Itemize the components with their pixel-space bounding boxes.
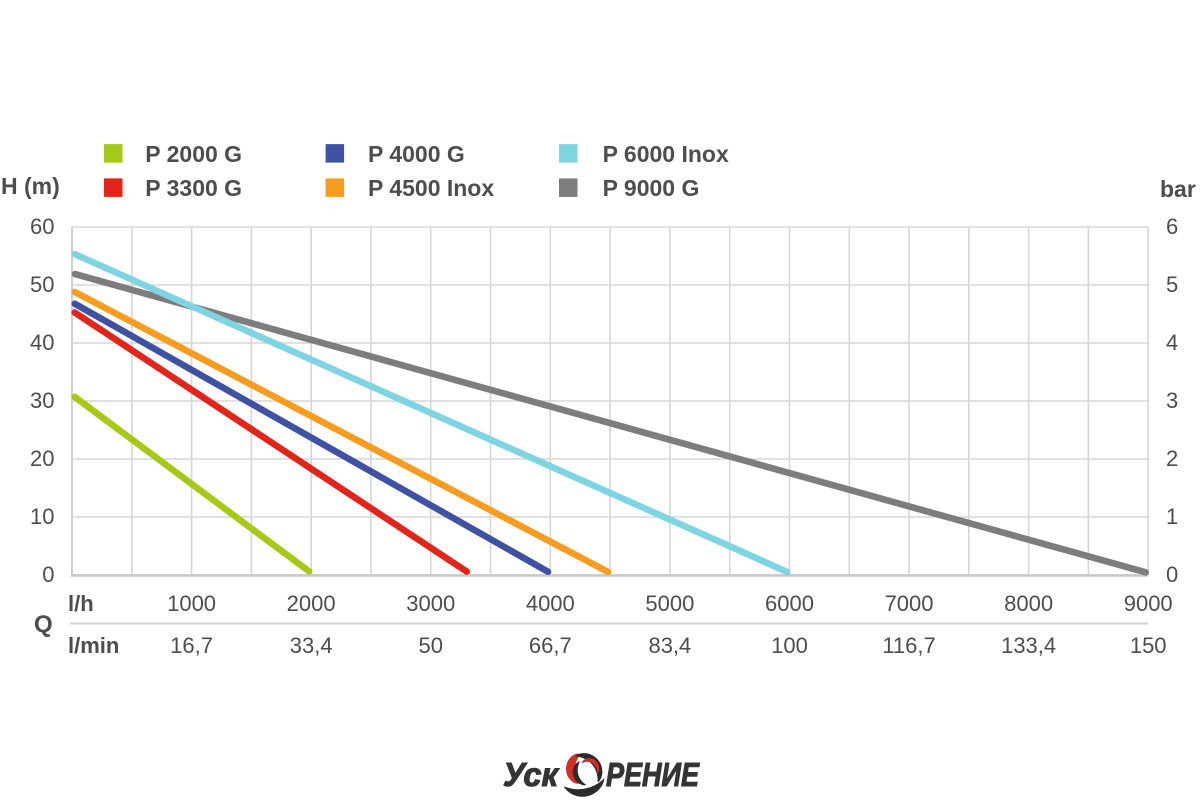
svg-text:Уск: Уск (503, 756, 560, 793)
svg-text:50: 50 (418, 633, 442, 658)
svg-text:5: 5 (1166, 272, 1178, 297)
svg-text:0: 0 (42, 562, 54, 587)
svg-text:9000: 9000 (1124, 591, 1173, 616)
svg-text:66,7: 66,7 (529, 633, 572, 658)
svg-text:3: 3 (1166, 388, 1178, 413)
svg-text:P 6000 Inox: P 6000 Inox (603, 141, 729, 167)
svg-text:10: 10 (30, 504, 54, 529)
svg-text:116,7: 116,7 (882, 633, 935, 658)
svg-text:P 4000 G: P 4000 G (368, 141, 465, 167)
svg-text:2000: 2000 (287, 591, 336, 616)
svg-text:133,4: 133,4 (1001, 633, 1056, 658)
svg-text:1: 1 (1166, 504, 1178, 529)
svg-text:16,7: 16,7 (170, 633, 213, 658)
svg-text:8000: 8000 (1004, 591, 1053, 616)
svg-text:0: 0 (1166, 562, 1178, 587)
svg-text:4: 4 (1166, 330, 1178, 355)
svg-text:1000: 1000 (167, 591, 216, 616)
svg-text:P 3300 G: P 3300 G (145, 175, 242, 201)
svg-text:l/min: l/min (68, 633, 119, 658)
svg-text:H (m): H (m) (1, 173, 60, 199)
svg-text:30: 30 (30, 388, 54, 413)
svg-text:6: 6 (1166, 214, 1178, 239)
svg-text:50: 50 (30, 272, 54, 297)
svg-text:83,4: 83,4 (648, 633, 691, 658)
svg-text:20: 20 (30, 446, 54, 471)
svg-text:60: 60 (30, 214, 54, 239)
svg-text:6000: 6000 (765, 591, 814, 616)
svg-text:7000: 7000 (885, 591, 934, 616)
svg-text:100: 100 (771, 633, 808, 658)
svg-text:P 9000 G: P 9000 G (603, 175, 700, 201)
svg-text:150: 150 (1130, 633, 1167, 658)
svg-text:5000: 5000 (645, 591, 694, 616)
svg-text:РЕНИЕ: РЕНИЕ (606, 756, 700, 793)
svg-text:P 2000 G: P 2000 G (145, 141, 242, 167)
svg-text:4000: 4000 (526, 591, 575, 616)
svg-text:3000: 3000 (406, 591, 455, 616)
svg-text:l/h: l/h (68, 591, 94, 616)
svg-text:P 4500 Inox: P 4500 Inox (368, 175, 494, 201)
svg-text:bar: bar (1160, 176, 1196, 202)
svg-text:40: 40 (30, 330, 54, 355)
svg-text:2: 2 (1166, 446, 1178, 471)
svg-text:33,4: 33,4 (290, 633, 333, 658)
svg-text:Q: Q (34, 611, 53, 638)
